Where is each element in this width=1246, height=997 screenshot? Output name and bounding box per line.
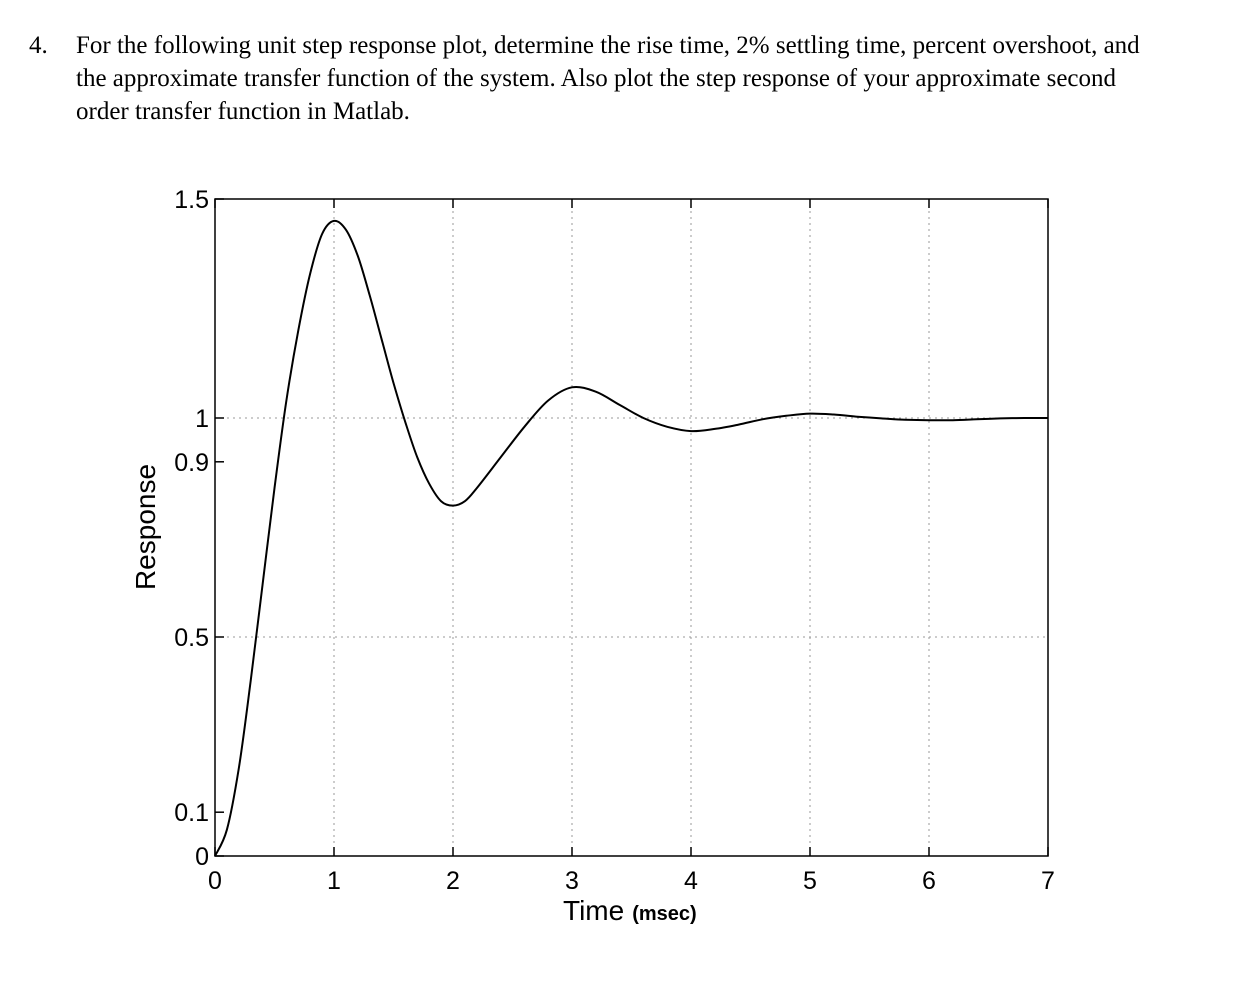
x-axis-label: Time [563,895,624,926]
question-line-1: For the following unit step response plo… [76,32,1140,59]
x-tick-labels: 0 1 2 3 4 5 6 7 [208,867,1055,895]
y-tick-label: 0.9 [174,449,209,477]
y-tick-label: 1 [195,405,209,433]
x-tick-label: 5 [803,867,817,895]
y-tick-label: 0.5 [174,624,209,652]
x-tick-label: 0 [208,867,222,895]
x-axis-unit: (msec) [632,903,696,925]
question-block: 4. For the following unit step response … [0,28,1246,138]
y-tick-label: 1.5 [174,186,209,214]
x-tick-label: 7 [1041,867,1055,895]
x-tick-label: 6 [922,867,936,895]
question-line-3: order transfer function in Matlab. [76,98,410,125]
x-axis-title: Time (msec) [563,895,697,926]
plot-frame [214,198,1049,857]
y-tick-label: 0 [195,843,209,871]
series-line-response [214,219,1049,857]
x-tick-label: 2 [446,867,460,895]
chart-grid [215,199,1048,856]
x-tick-label: 1 [327,867,341,895]
y-tick-labels: 0 0.1 0.5 0.9 1 1.5 [174,186,209,871]
x-tick-label: 3 [565,867,579,895]
chart-ticks [214,198,1049,857]
y-tick-label: 0.1 [174,799,209,827]
y-axis-title: Response [130,464,161,590]
question-line-2: the approximate transfer function of the… [76,65,1117,92]
x-tick-label: 4 [684,867,698,895]
question-number: 4. [29,32,48,59]
